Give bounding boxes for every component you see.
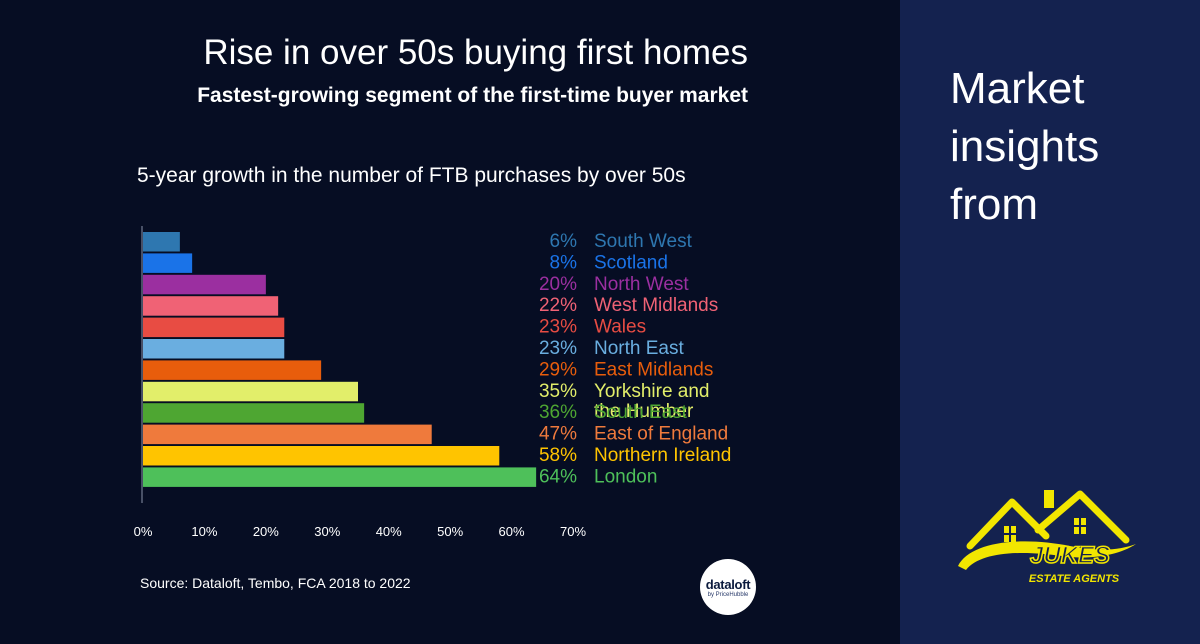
bar-category-label: North West bbox=[594, 274, 689, 295]
logo-name: JUKES bbox=[1030, 542, 1110, 569]
bar-category-label: South West bbox=[594, 231, 693, 252]
bar-category-label: Scotland bbox=[594, 252, 668, 273]
bar-value-label: 6% bbox=[550, 231, 578, 252]
source-note: Source: Dataloft, Tembo, FCA 2018 to 202… bbox=[140, 575, 411, 591]
brand-tagline: by PriceHubble bbox=[707, 591, 749, 598]
bar bbox=[143, 446, 500, 466]
bar-value-label: 35% bbox=[539, 381, 577, 402]
bar-value-label: 29% bbox=[539, 359, 577, 380]
bar-value-label: 8% bbox=[550, 252, 578, 273]
bar bbox=[143, 467, 537, 487]
bar-value-label: 23% bbox=[539, 317, 577, 338]
x-tick-label: 30% bbox=[314, 524, 340, 539]
page-subtitle: Fastest-growing segment of the first-tim… bbox=[197, 84, 748, 107]
bar-category-label: Yorkshire and bbox=[594, 381, 709, 402]
side-title-line: from bbox=[950, 180, 1038, 229]
bar-value-label: 20% bbox=[539, 274, 577, 295]
logo-chimney bbox=[1044, 490, 1054, 508]
bar bbox=[143, 253, 193, 273]
x-tick-label: 0% bbox=[134, 524, 153, 539]
bar bbox=[143, 296, 279, 316]
x-tick-label: 20% bbox=[253, 524, 279, 539]
bar bbox=[143, 339, 285, 359]
bar-category-label: South East bbox=[594, 402, 688, 423]
brand-name: dataloft bbox=[705, 576, 751, 592]
bar-value-label: 58% bbox=[539, 445, 577, 466]
x-tick-label: 10% bbox=[191, 524, 217, 539]
bar-value-label: 64% bbox=[539, 466, 577, 487]
bar-category-label: East Midlands bbox=[594, 359, 713, 380]
dataloft-logo: dataloft by PriceHubble bbox=[700, 559, 756, 615]
bar-value-label: 22% bbox=[539, 295, 577, 316]
bar-category-label: Wales bbox=[594, 317, 646, 338]
x-tick-label: 40% bbox=[376, 524, 402, 539]
bar-category-label: London bbox=[594, 466, 657, 487]
bar-category-label: North East bbox=[594, 338, 684, 359]
page-title: Rise in over 50s buying first homes bbox=[203, 33, 748, 72]
bar-category-label: Northern Ireland bbox=[594, 445, 731, 466]
side-title: Market insights from bbox=[950, 60, 1150, 234]
bar bbox=[143, 360, 322, 380]
x-tick-label: 60% bbox=[499, 524, 525, 539]
bar bbox=[143, 232, 180, 252]
bar bbox=[143, 274, 266, 295]
x-tick-label: 70% bbox=[560, 524, 586, 539]
bar-value-label: 23% bbox=[539, 338, 577, 359]
bar-category-label: East of England bbox=[594, 424, 728, 445]
jukes-logo: JUKES ESTATE AGENTS bbox=[958, 490, 1136, 585]
x-tick-label: 50% bbox=[437, 524, 463, 539]
bar bbox=[143, 403, 365, 423]
bar bbox=[143, 317, 285, 338]
bar-value-label: 36% bbox=[539, 402, 577, 423]
bar-category-label: the Humber bbox=[594, 401, 694, 422]
side-title-line: Market bbox=[950, 64, 1085, 113]
logo-swoosh bbox=[958, 541, 1136, 570]
bar-category-label: West Midlands bbox=[594, 295, 718, 316]
bar-value-label: 47% bbox=[539, 424, 577, 445]
logo-tagline: ESTATE AGENTS bbox=[1029, 573, 1120, 585]
bar bbox=[143, 424, 432, 445]
bar-chart: 6% South West 8% Scotland 20% North West 22% We… bbox=[134, 226, 731, 539]
logo-roof-left bbox=[966, 498, 1050, 550]
chart-heading: 5-year growth in the number of FTB purch… bbox=[137, 164, 686, 187]
side-title-line: insights bbox=[950, 122, 1100, 171]
side-panel bbox=[900, 0, 1200, 644]
bar bbox=[143, 381, 358, 402]
logo-roof-right bbox=[1034, 490, 1130, 544]
